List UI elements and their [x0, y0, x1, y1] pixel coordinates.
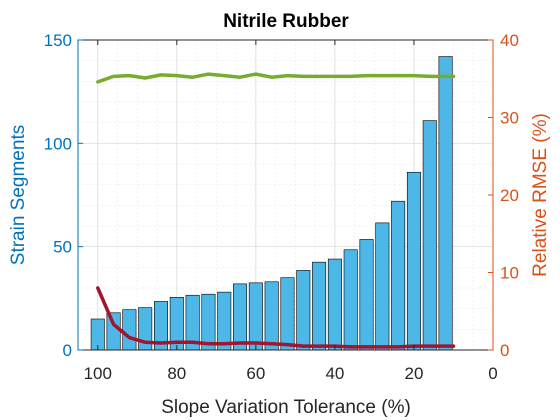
y-right-tick-label: 0: [500, 341, 509, 360]
x-tick-label: 0: [488, 364, 497, 383]
y-left-tick-label: 100: [44, 134, 72, 153]
bar: [327, 258, 342, 351]
line-series-1: [96, 72, 456, 84]
bar: [359, 239, 374, 351]
line-series-2: [96, 286, 456, 349]
y-left-tick-label: 50: [53, 238, 72, 257]
bar: [375, 222, 390, 351]
y-left-ticks: 0 50 100 150: [44, 31, 83, 360]
x-tick-label: 20: [404, 364, 423, 383]
x-tick-label: 60: [246, 364, 265, 383]
bar: [264, 281, 279, 351]
bar: [280, 277, 295, 351]
y-left-tick-label: 150: [44, 31, 72, 50]
y-right-ticks: 0 10 20 30 40: [488, 31, 519, 360]
bar: [391, 200, 406, 351]
x-tick-label: 100: [84, 364, 112, 383]
y-right-tick-label: 40: [500, 31, 519, 50]
x-tick-label: 80: [167, 364, 186, 383]
bar: [217, 291, 232, 351]
y-left-axis-label: Strain Segments: [8, 125, 29, 265]
bar: [312, 261, 327, 351]
bar: [343, 249, 358, 351]
bar: [438, 56, 453, 351]
x-tick-label: 40: [325, 364, 344, 383]
bar: [296, 270, 311, 351]
y-right-tick-label: 30: [500, 109, 519, 128]
y-right-tick-label: 10: [500, 264, 519, 283]
y-left-tick-label: 0: [63, 341, 72, 360]
bar: [106, 312, 121, 351]
lines: [96, 72, 456, 349]
y-right-axis-label: Relative RMSE (%): [530, 113, 551, 277]
y-right-tick-label: 20: [500, 186, 519, 205]
bar: [233, 283, 248, 351]
bar: [406, 171, 421, 351]
bar: [422, 120, 437, 351]
x-ticks: 100 80 60 40 20 0: [84, 40, 498, 383]
x-axis-label: Slope Variation Tolerance (%): [161, 397, 411, 418]
bar: [122, 309, 137, 351]
chart-title: Nitrile Rubber: [223, 11, 349, 32]
bar: [248, 282, 263, 351]
bars: [90, 56, 453, 351]
